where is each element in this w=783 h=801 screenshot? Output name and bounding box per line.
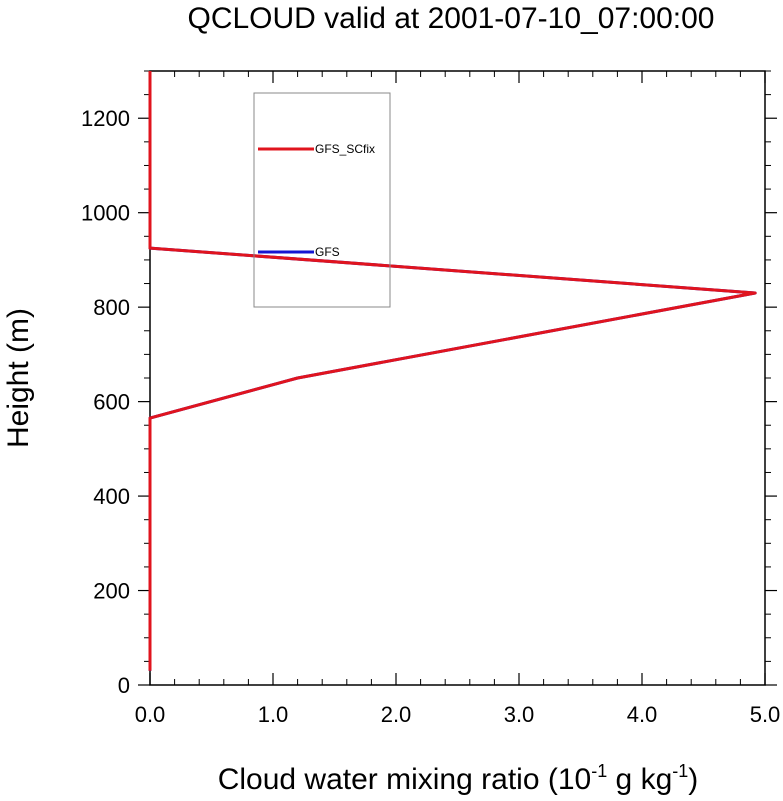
series-line-gfs-scfix: [148, 71, 757, 671]
legend-box: [253, 92, 391, 308]
y-tick-label: 400: [93, 484, 130, 509]
x-tick-label: 5.0: [750, 702, 781, 727]
series-line-gfs: [148, 71, 757, 671]
x-tick-label: 3.0: [504, 702, 535, 727]
x-axis-label-exponent-1: -1: [591, 761, 607, 781]
x-axis-label-suffix: ): [688, 763, 698, 796]
legend: GFS_SCfix GFS: [253, 92, 391, 308]
x-axis-label: Cloud water mixing ratio (10-1 g kg-1): [218, 761, 699, 796]
y-tick-label: 1200: [81, 106, 130, 131]
x-axis-label-exponent-2: -1: [672, 761, 688, 781]
series-lines: [148, 71, 757, 671]
plot-frame: [149, 70, 766, 686]
y-tick-label: 800: [93, 295, 130, 320]
x-tick-label: 4.0: [627, 702, 658, 727]
x-tick-label: 1.0: [258, 702, 289, 727]
x-axis-label-prefix: Cloud water mixing ratio (10: [218, 763, 592, 796]
y-tick-label: 600: [93, 390, 130, 415]
x-axis-label-middle: g kg: [607, 763, 672, 796]
y-axis-label: Height (m): [2, 308, 35, 448]
y-tick-label: 1000: [81, 201, 130, 226]
legend-label-gfs-scfix: GFS_SCfix: [315, 142, 375, 156]
chart-title: QCLOUD valid at 2001-07-10_07:00:00: [188, 2, 715, 35]
y-tick-label: 200: [93, 579, 130, 604]
legend-label-gfs: GFS: [315, 245, 340, 259]
x-tick-label: 2.0: [381, 702, 412, 727]
y-tick-label: 0: [118, 673, 130, 698]
axis-ticks: 0.0 1.0 2.0 3.0 4.0 5.0 0 200 400 600 800 1000 1200: [81, 70, 781, 727]
x-tick-label: 0.0: [135, 702, 166, 727]
